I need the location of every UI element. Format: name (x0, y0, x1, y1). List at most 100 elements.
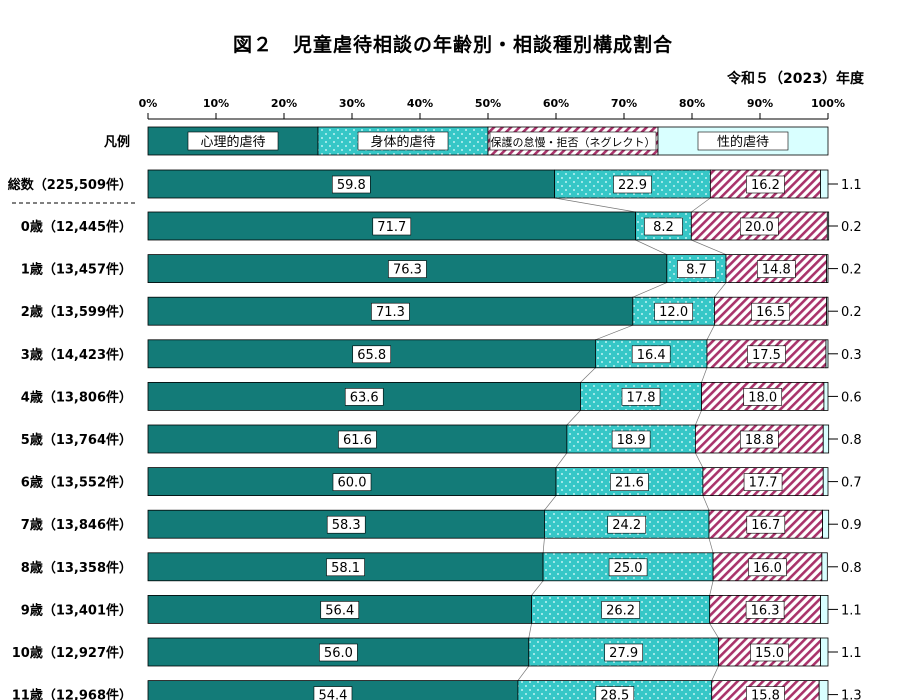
legend-item-neglect: 保護の怠慢・拒否（ネグレクト） (491, 135, 656, 149)
value-label-box (608, 558, 648, 577)
category-label: 5歳（13,764件） (21, 432, 132, 448)
x-tick-label: 100% (811, 97, 845, 110)
value-label-box (610, 473, 649, 491)
value-label-psych: 58.1 (331, 561, 360, 576)
category-label: 0歳（12,445件） (21, 219, 132, 235)
connector-line (542, 538, 545, 553)
value-label-physical: 24.2 (612, 518, 641, 533)
value-label-physical: 27.9 (609, 646, 638, 661)
value-label-box (326, 558, 365, 577)
x-tick-label: 90% (747, 97, 773, 110)
value-label-neglect: 20.0 (745, 220, 774, 235)
connector-line (695, 452, 704, 468)
value-label-sexual: 0.8 (841, 561, 862, 576)
bar-segment-sexual (822, 509, 830, 539)
x-tick-label: 80% (679, 97, 705, 110)
value-label-box (332, 175, 371, 194)
value-label-box (611, 430, 651, 449)
value-label-box (677, 260, 716, 278)
legend-item-psych: 心理的虐待 (200, 134, 265, 150)
x-tick-label: 40% (407, 97, 433, 110)
connector-line (566, 410, 581, 426)
x-tick-label: 0% (139, 97, 158, 110)
value-label-box (654, 302, 693, 321)
value-label-sexual: 0.2 (841, 263, 862, 278)
x-tick-label: 20% (271, 97, 297, 110)
chart-title: 図２ 児童虐待相談の年齢別・相談種別構成割合 (232, 34, 673, 56)
value-label-physical: 12.0 (659, 305, 688, 320)
value-label-psych: 58.3 (332, 518, 361, 533)
x-tick-label: 30% (339, 97, 365, 110)
value-label-box (320, 601, 360, 619)
value-label-sexual: 1.1 (841, 646, 862, 661)
x-tick-label: 60% (543, 97, 569, 110)
value-label-neglect: 17.5 (752, 348, 781, 363)
value-label-psych: 63.6 (350, 390, 379, 405)
connector-line (708, 538, 714, 553)
value-label-psych: 71.3 (376, 305, 405, 320)
value-label-neglect: 15.8 (751, 689, 780, 700)
legend-label: 凡例 (104, 134, 130, 150)
value-label-physical: 25.0 (614, 561, 643, 576)
category-label: 10歳（12,927件） (12, 645, 132, 661)
connector-line (531, 580, 544, 596)
value-label-box (313, 686, 353, 700)
category-label: 3歳（14,423件） (21, 347, 132, 363)
connector-line (544, 495, 557, 511)
value-label-box (644, 217, 683, 236)
connector-line (702, 495, 710, 511)
connector-line (691, 197, 711, 213)
value-label-box (621, 388, 661, 406)
value-label-box (326, 515, 366, 534)
value-label-box (757, 260, 796, 278)
value-label-box (338, 430, 377, 449)
value-label-box (747, 345, 786, 364)
value-label-box (344, 388, 384, 406)
connector-line (528, 623, 532, 639)
value-label-neglect: 17.7 (749, 476, 778, 491)
value-label-psych: 76.3 (393, 263, 422, 278)
value-label-box (746, 515, 786, 534)
value-label-box (746, 175, 785, 194)
connector-line (595, 324, 633, 341)
value-label-sexual: 1.1 (841, 178, 862, 193)
value-label-box (745, 601, 785, 619)
category-label: 4歳（13,806件） (21, 389, 132, 405)
bar-segment-sexual (820, 637, 829, 667)
value-label-box (607, 515, 647, 534)
value-label-physical: 21.6 (615, 476, 644, 491)
value-label-neglect: 14.8 (762, 263, 791, 278)
bar-segment-sexual (821, 552, 828, 582)
value-label-physical: 28.5 (600, 689, 629, 700)
legend-item-sexual: 性的虐待 (717, 134, 769, 150)
value-label-box (743, 473, 783, 491)
bar-segment-sexual (818, 680, 829, 700)
value-label-physical: 16.4 (637, 348, 666, 363)
x-tick-label: 70% (611, 97, 637, 110)
bar-segment-sexual (825, 339, 829, 369)
value-label-sexual: 0.9 (841, 518, 862, 533)
value-label-physical: 18.9 (617, 433, 646, 448)
connector-line (632, 282, 667, 298)
category-label: 総数（225,509件） (8, 177, 132, 193)
connector-line (517, 665, 530, 681)
value-label-box (631, 345, 671, 364)
value-label-psych: 61.6 (343, 433, 372, 448)
value-label-box (613, 175, 652, 194)
legend-text-box (357, 131, 449, 151)
connector-line (635, 239, 667, 255)
value-label-psych: 56.4 (325, 603, 354, 618)
value-label-box (750, 643, 789, 662)
connector-line (701, 367, 708, 383)
value-label-neglect: 18.0 (748, 390, 777, 405)
value-label-psych: 60.0 (338, 476, 367, 491)
value-label-box (740, 430, 779, 449)
value-label-psych: 65.8 (357, 348, 386, 363)
connector-line (554, 197, 636, 213)
value-label-neglect: 15.0 (755, 646, 784, 661)
value-label-box (746, 686, 785, 700)
connector-line (709, 623, 719, 639)
value-label-sexual: 0.2 (841, 220, 862, 235)
value-label-physical: 17.8 (627, 390, 656, 405)
value-label-sexual: 0.8 (841, 433, 862, 448)
